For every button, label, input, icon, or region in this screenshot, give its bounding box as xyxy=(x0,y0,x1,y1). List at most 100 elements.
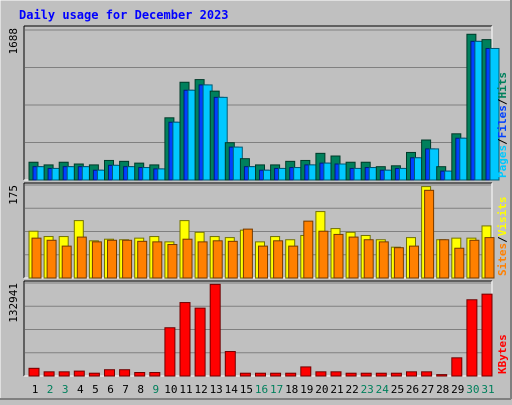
x-label-15: 15 xyxy=(240,383,253,396)
x-label-2: 2 xyxy=(47,383,54,396)
legend-pages: Pages xyxy=(496,145,509,178)
panel-area xyxy=(24,281,492,376)
bar-kbytes-15 xyxy=(239,372,251,377)
y-max-label: 132941 xyxy=(7,283,20,323)
x-label-7: 7 xyxy=(122,383,129,396)
x-label-4: 4 xyxy=(77,383,84,396)
bar-kbytes-31 xyxy=(481,293,493,377)
x-label-29: 29 xyxy=(451,383,464,396)
x-label-30: 30 xyxy=(466,383,479,396)
bar-sites-12 xyxy=(197,241,208,279)
x-label-24: 24 xyxy=(376,383,390,396)
bar-sites-2 xyxy=(46,239,57,279)
x-label-25: 25 xyxy=(391,383,404,396)
bar-kbytes-5 xyxy=(88,372,100,377)
x-label-5: 5 xyxy=(92,383,99,396)
x-label-9: 9 xyxy=(152,383,159,396)
bar-kbytes-6 xyxy=(104,369,115,377)
bar-kbytes-1 xyxy=(28,367,40,377)
y-max-label: 175 xyxy=(7,185,20,205)
bar-pages-13 xyxy=(217,96,228,181)
bar-sites-9 xyxy=(152,241,163,279)
x-label-19: 19 xyxy=(300,383,313,396)
bar-kbytes-16 xyxy=(255,372,266,377)
panel-kbytes: 132941 KBytes xyxy=(7,280,509,377)
x-label-21: 21 xyxy=(330,383,343,396)
bar-kbytes-7 xyxy=(119,369,131,377)
bar-sites-28 xyxy=(439,239,450,279)
panel-visits-sites: 175 Sites/Visits xyxy=(7,182,509,279)
bar-kbytes-26 xyxy=(406,371,417,377)
bar-sites-26 xyxy=(409,245,419,279)
x-label-18: 18 xyxy=(285,383,298,396)
legend-hits: Hits xyxy=(496,72,509,99)
bar-sites-19 xyxy=(303,220,314,279)
bar-sites-5 xyxy=(91,241,102,279)
bar-sites-31 xyxy=(484,237,495,279)
x-label-1: 1 xyxy=(32,383,39,396)
bar-sites-1 xyxy=(31,237,42,279)
x-label-12: 12 xyxy=(194,383,207,396)
bar-sites-21 xyxy=(333,233,344,279)
bar-kbytes-8 xyxy=(134,372,146,377)
legend: KBytes xyxy=(496,334,509,374)
legend-separator: / xyxy=(496,236,509,243)
bar-sites-11 xyxy=(182,238,193,279)
bar-kbytes-29 xyxy=(451,357,463,377)
bar-sites-29 xyxy=(454,247,465,279)
bar-sites-24 xyxy=(378,241,389,279)
bar-kbytes-11 xyxy=(179,302,191,377)
bar-sites-20 xyxy=(318,230,329,279)
bar-kbytes-3 xyxy=(58,371,70,377)
x-label-11: 11 xyxy=(179,383,192,396)
chart-title: Daily usage for December 2023 xyxy=(19,8,229,22)
bar-sites-14 xyxy=(227,240,238,279)
bar-kbytes-4 xyxy=(73,370,85,377)
x-label-6: 6 xyxy=(107,383,114,396)
bar-kbytes-30 xyxy=(466,299,478,377)
bar-kbytes-9 xyxy=(149,372,161,377)
bar-sites-8 xyxy=(137,240,148,279)
x-label-27: 27 xyxy=(421,383,434,396)
bar-sites-30 xyxy=(469,239,480,279)
bar-sites-4 xyxy=(76,236,87,279)
bar-kbytes-10 xyxy=(164,327,176,377)
bar-sites-13 xyxy=(212,240,223,279)
bar-kbytes-12 xyxy=(194,307,206,377)
x-label-22: 22 xyxy=(345,383,358,396)
bar-sites-25 xyxy=(393,247,404,279)
bar-sites-3 xyxy=(61,245,72,279)
bar-kbytes-23 xyxy=(360,372,372,377)
bar-kbytes-18 xyxy=(285,372,297,377)
x-label-31: 31 xyxy=(481,383,494,396)
x-label-8: 8 xyxy=(137,383,144,396)
bar-kbytes-25 xyxy=(390,372,402,377)
bar-sites-18 xyxy=(288,245,299,279)
bar-sites-6 xyxy=(107,239,117,279)
x-label-20: 20 xyxy=(315,383,328,396)
bar-kbytes-22 xyxy=(345,372,357,377)
bar-kbytes-24 xyxy=(375,372,387,377)
legend-kbytes: KBytes xyxy=(496,334,509,374)
bar-sites-16 xyxy=(258,245,268,279)
legend: Sites/Visits xyxy=(496,197,509,277)
bar-kbytes-17 xyxy=(270,372,282,377)
bar-sites-27 xyxy=(424,189,435,279)
bar-kbytes-21 xyxy=(330,371,342,377)
x-label-3: 3 xyxy=(62,383,69,396)
legend-separator: / xyxy=(496,138,509,145)
bar-sites-23 xyxy=(363,239,374,279)
x-label-26: 26 xyxy=(406,383,419,396)
bar-sites-22 xyxy=(348,236,359,279)
bar-kbytes-2 xyxy=(43,371,55,377)
legend: Pages/Files/Hits xyxy=(496,72,509,178)
bar-kbytes-27 xyxy=(421,371,433,377)
bar-pages-27 xyxy=(429,148,440,181)
legend-visits: Visits xyxy=(496,197,509,237)
x-label-13: 13 xyxy=(210,383,223,396)
legend-separator: / xyxy=(496,98,509,105)
x-label-10: 10 xyxy=(164,383,177,396)
